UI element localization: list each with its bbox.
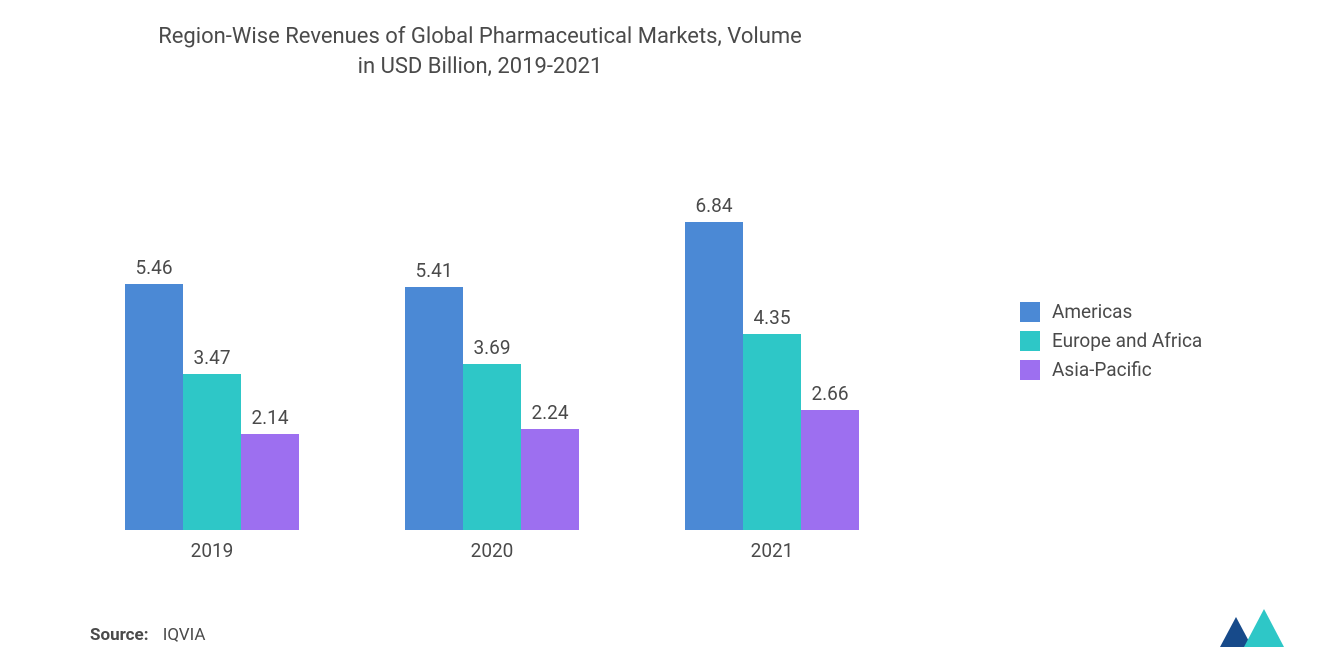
bar-value-label: 4.35 [743, 306, 801, 329]
bar-2020-asia-pacific: 2.24 [521, 429, 579, 530]
legend: Americas Europe and Africa Asia-Pacific [1020, 294, 1202, 387]
plot-area: 5.463.472.1420195.413.692.2420206.844.35… [110, 130, 930, 530]
legend-item-americas: Americas [1020, 300, 1202, 323]
chart-title-line1: Region-Wise Revenues of Global Pharmaceu… [158, 24, 802, 49]
bar-group-2020: 5.413.692.24 [405, 287, 579, 530]
bar-value-label: 6.84 [685, 194, 743, 217]
bar-value-label: 3.69 [463, 336, 521, 359]
legend-label: Europe and Africa [1052, 329, 1202, 352]
bar-2020-americas: 5.41 [405, 287, 463, 530]
legend-swatch [1020, 302, 1040, 322]
x-axis-label-2019: 2019 [125, 539, 299, 562]
legend-label: Asia-Pacific [1052, 358, 1152, 381]
logo-right-shape [1244, 609, 1284, 647]
bar-value-label: 5.41 [405, 259, 463, 282]
bar-group-2021: 6.844.352.66 [685, 222, 859, 530]
legend-item-asia-pacific: Asia-Pacific [1020, 358, 1202, 381]
bar-value-label: 2.66 [801, 382, 859, 405]
bar-value-label: 3.47 [183, 346, 241, 369]
source-citation: Source: IQVIA [90, 625, 205, 645]
bar-group-2019: 5.463.472.14 [125, 284, 299, 530]
legend-label: Americas [1052, 300, 1132, 323]
bar-value-label: 5.46 [125, 256, 183, 279]
chart-title: Region-Wise Revenues of Global Pharmaceu… [0, 22, 960, 81]
legend-swatch [1020, 331, 1040, 351]
x-axis-label-2021: 2021 [685, 539, 859, 562]
brand-logo [1220, 605, 1290, 647]
bar-2021-americas: 6.84 [685, 222, 743, 530]
chart-container: Region-Wise Revenues of Global Pharmaceu… [0, 0, 1320, 665]
bar-2019-americas: 5.46 [125, 284, 183, 530]
source-label: Source: [90, 625, 148, 645]
chart-title-line2: in USD Billion, 2019-2021 [358, 54, 603, 79]
source-value: IQVIA [163, 625, 206, 645]
x-axis-label-2020: 2020 [405, 539, 579, 562]
bar-2021-europe-and-africa: 4.35 [743, 334, 801, 530]
bar-2021-asia-pacific: 2.66 [801, 410, 859, 530]
bar-value-label: 2.14 [241, 406, 299, 429]
legend-item-europe-and-africa: Europe and Africa [1020, 329, 1202, 352]
bar-2019-asia-pacific: 2.14 [241, 434, 299, 530]
legend-swatch [1020, 360, 1040, 380]
bar-2020-europe-and-africa: 3.69 [463, 364, 521, 530]
bar-2019-europe-and-africa: 3.47 [183, 374, 241, 530]
bar-value-label: 2.24 [521, 401, 579, 424]
